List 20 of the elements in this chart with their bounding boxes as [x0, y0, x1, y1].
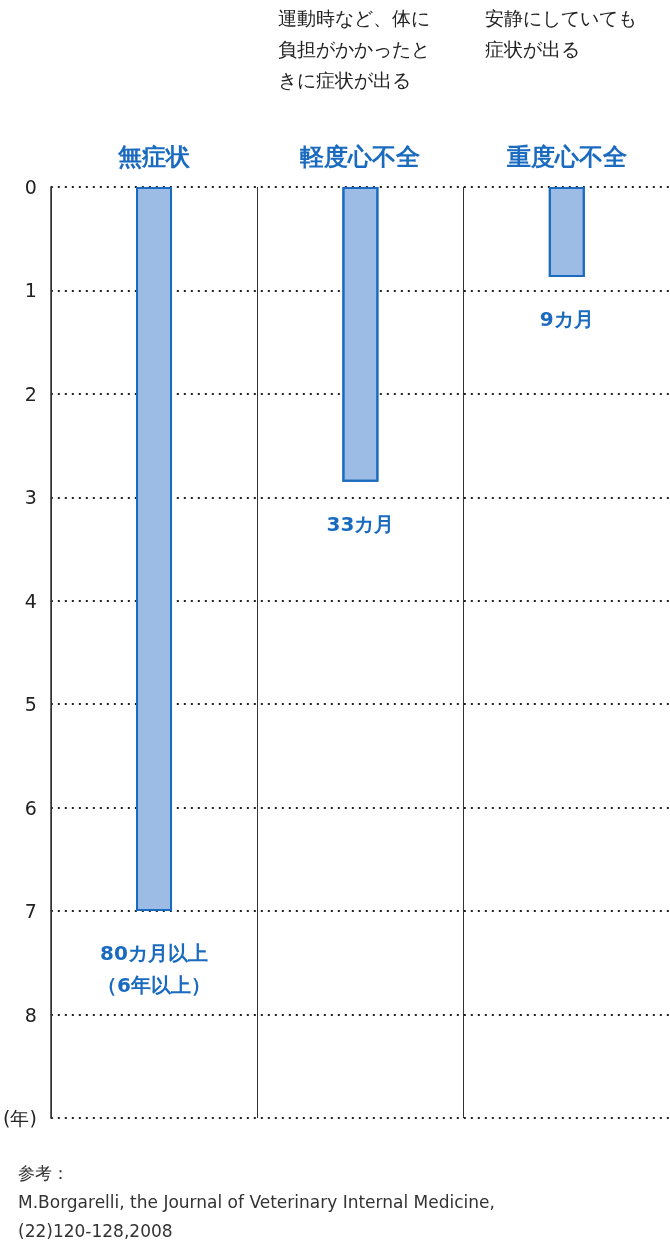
y-tick-label: 1 — [24, 279, 37, 302]
annotation: 33カ月 — [326, 511, 395, 536]
x-tick-label: 重度心不全 — [505, 143, 628, 171]
annotation: 9カ月 — [539, 307, 594, 331]
y-tick-label: 3 — [24, 486, 37, 509]
text: 安静にしていても症状が出る — [484, 6, 637, 60]
y-tick-label: 5 — [24, 693, 37, 716]
x-tick-label: 軽度心不全 — [299, 143, 422, 171]
text: M.Borgarelli, the Journal of Veterinary Internal Medicine, (22)120-128,2008 — [18, 1191, 495, 1241]
text: 参考： — [18, 1162, 69, 1183]
y-tick-label: 4 — [24, 589, 37, 612]
y-tick-label: (年) — [3, 1107, 37, 1129]
y-tick-label: 7 — [24, 900, 37, 923]
x-tick-label: 無症状 — [117, 143, 192, 171]
text: 運動時など、体に負担がかかったときに症状が出る — [278, 6, 431, 91]
annotation: 80カ月以上（6年以上） — [97, 941, 211, 998]
y-tick-label: 6 — [24, 796, 37, 819]
y-tick-label: 8 — [24, 1003, 37, 1026]
y-tick-label: 2 — [24, 382, 37, 405]
y-tick-label: 0 — [24, 176, 37, 198]
